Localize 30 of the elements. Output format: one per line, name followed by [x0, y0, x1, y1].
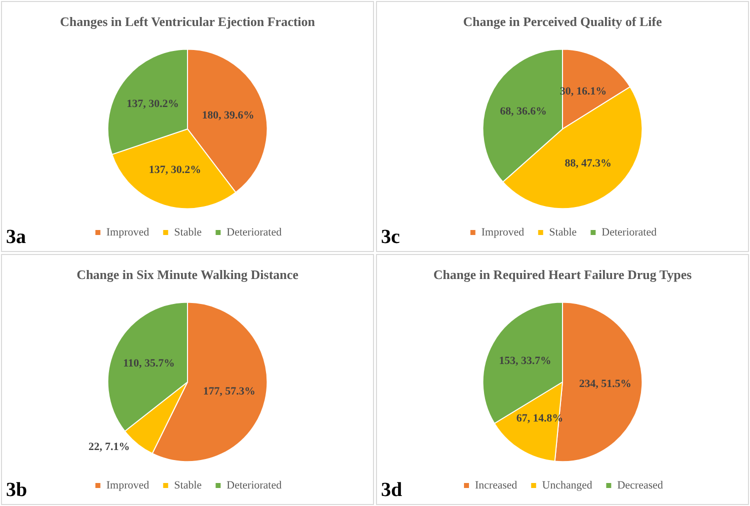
chart-title: Change in Six Minute Walking Distance — [76, 267, 299, 282]
text: 3d — [381, 479, 402, 501]
data-label: 180, 39.6% — [202, 109, 254, 122]
legend-label: Stable — [549, 226, 577, 238]
legend-label: Stable — [174, 226, 202, 238]
legend-label: Deteriorated — [602, 226, 658, 238]
chart-title: Changes in Left Ventricular Ejection Fraction — [60, 14, 316, 29]
text: 3b — [6, 479, 28, 501]
legend-label: Improved — [481, 226, 525, 238]
legend-label: Unchanged — [542, 480, 593, 492]
legend-label: Deteriorated — [226, 480, 282, 492]
legend-label: Deteriorated — [226, 226, 282, 238]
text: 3a — [6, 226, 26, 248]
data-label: 137, 30.2% — [148, 164, 202, 176]
legend-label: Stable — [174, 480, 202, 492]
chart-title: Change in Required Heart Failure Drug Types — [433, 267, 692, 282]
data-label: 22, 7.1% — [88, 440, 130, 453]
legend-label: Improved — [106, 226, 150, 238]
legend-label: Improved — [106, 480, 150, 492]
data-label: 177, 57.3% — [203, 386, 256, 398]
chart-title: Change in Perceived Quality of Life — [463, 14, 662, 29]
text: 3c — [381, 226, 400, 248]
data-label: 68, 36.6% — [500, 105, 547, 118]
legend-label: Increased — [474, 480, 518, 492]
data-label: 234, 51.5% — [579, 378, 632, 390]
data-label: 110, 35.7% — [123, 357, 175, 370]
data-label: 153, 33.7% — [499, 355, 552, 367]
legend-label: Decreased — [617, 480, 664, 492]
data-label: 137, 30.2% — [126, 98, 179, 110]
data-label: 88, 47.3% — [564, 157, 612, 170]
